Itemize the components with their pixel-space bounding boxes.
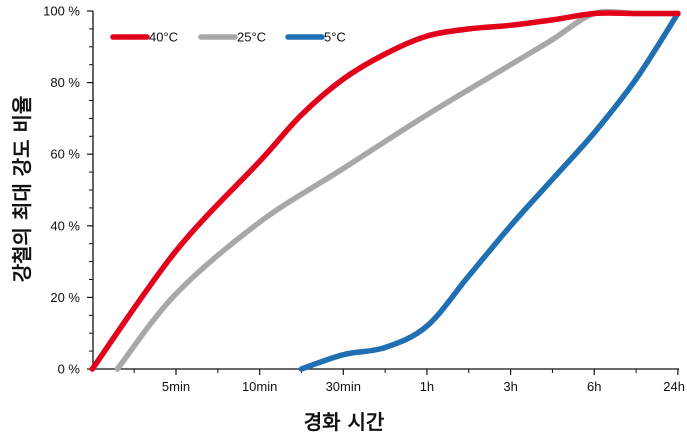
legend-label: 40°C (149, 30, 178, 45)
x-tick-label: 30min (326, 379, 361, 394)
y-tick-label: 60 % (50, 147, 80, 162)
y-tick-label: 20 % (50, 290, 80, 305)
legend-label: 25°C (237, 30, 266, 45)
series-line-2 (298, 10, 681, 372)
x-tick-label: 10min (242, 379, 277, 394)
x-tick-label: 5min (162, 379, 190, 394)
y-axis-title: 강철의 최대 강도 비율 (10, 96, 34, 283)
y-tick-label: 80 % (50, 75, 80, 90)
legend: 40°C 25°C 5°C (110, 30, 346, 45)
series-lines (89, 8, 681, 372)
x-tick-label: 3h (503, 379, 517, 394)
legend-label: 5°C (324, 30, 346, 45)
series-line-1 (114, 8, 681, 372)
y-tick-label: 40 % (50, 218, 80, 233)
y-tick-label: 0 % (58, 362, 81, 377)
x-axis-title: 경화 시간 (304, 410, 385, 434)
x-tick-label: 24h (663, 379, 685, 394)
axes: 0 % 20 % 40 % 60 % 80 % 100 % 5min 10min 30min 1h… (43, 4, 685, 395)
x-tick-label: 6h (587, 379, 601, 394)
series-line-0 (89, 10, 681, 372)
x-tick-label: 1h (420, 379, 434, 394)
y-tick-label: 100 % (43, 4, 80, 19)
